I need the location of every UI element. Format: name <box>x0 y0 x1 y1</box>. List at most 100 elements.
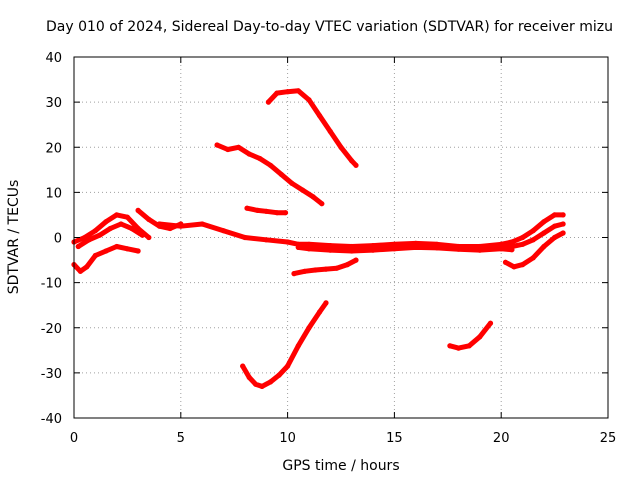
data-point <box>246 374 252 380</box>
data-point <box>327 128 333 135</box>
data-point <box>317 309 323 315</box>
data-point <box>86 237 92 243</box>
data-point <box>323 266 329 272</box>
data-point <box>278 171 284 177</box>
y-tick-label: 30 <box>45 96 62 111</box>
data-point <box>267 162 274 168</box>
data-point <box>511 264 517 270</box>
series-layer <box>71 88 566 389</box>
data-point <box>240 363 246 369</box>
data-point <box>349 243 355 250</box>
data-point <box>560 212 566 218</box>
data-point <box>220 228 227 234</box>
data-point <box>413 244 419 250</box>
data-point <box>282 210 289 216</box>
data-point <box>370 247 376 253</box>
data-point <box>135 207 141 213</box>
data-point <box>257 155 263 162</box>
y-axis-label: SDTVAR / TECUs <box>6 180 22 295</box>
data-point <box>509 243 515 250</box>
data-point <box>498 241 504 247</box>
data-point <box>84 264 90 270</box>
data-point <box>391 246 397 252</box>
data-point <box>199 221 205 227</box>
data-point <box>97 232 103 238</box>
data-point <box>139 232 145 238</box>
data-point <box>338 144 344 150</box>
data-point <box>317 113 323 119</box>
data-point <box>319 201 325 207</box>
data-point <box>334 265 340 271</box>
data-point <box>306 246 312 252</box>
data-point <box>146 234 152 241</box>
data-point <box>92 252 98 259</box>
data-point <box>509 239 515 245</box>
data-point <box>167 225 173 232</box>
data-point <box>146 216 152 222</box>
data-point <box>455 246 462 252</box>
data-point <box>552 234 558 241</box>
data-point <box>353 257 359 263</box>
y-tick-label: -10 <box>41 277 62 292</box>
data-point <box>502 259 509 265</box>
data-point <box>124 246 130 252</box>
data-point <box>541 230 547 236</box>
data-point <box>560 221 566 227</box>
x-tick-label: 25 <box>600 431 617 446</box>
data-point <box>477 334 483 340</box>
series-arc-33 <box>265 88 359 168</box>
data-point <box>310 194 316 200</box>
y-tick-label: 0 <box>54 232 62 247</box>
x-axis-label: GPS time / hours <box>282 458 399 474</box>
data-point <box>295 244 301 250</box>
data-point <box>520 241 526 247</box>
data-point <box>274 210 280 216</box>
data-point <box>244 205 250 211</box>
data-point <box>103 248 109 254</box>
data-point <box>289 180 295 186</box>
series-arc-minus-32 <box>240 300 329 389</box>
data-point <box>552 212 558 218</box>
x-tick-label: 5 <box>177 431 185 446</box>
data-point <box>276 372 282 378</box>
data-point <box>285 89 291 95</box>
data-point <box>75 243 81 250</box>
y-tick-label: -40 <box>41 412 62 427</box>
tick-label-layer: 0 5 10 15 20 25 -40 -30 -20 -10 0 10 20 30 40 <box>41 51 617 446</box>
data-point <box>285 363 291 369</box>
data-point <box>434 245 440 251</box>
x-tick-label: 15 <box>386 431 403 446</box>
data-point <box>107 225 113 232</box>
data-point <box>560 230 566 236</box>
data-point <box>370 243 376 249</box>
data-point <box>156 223 162 229</box>
data-point <box>455 345 462 351</box>
data-point <box>103 219 109 225</box>
data-point <box>77 268 83 274</box>
data-point <box>447 343 453 349</box>
data-point <box>295 88 301 94</box>
grid-layer <box>74 57 608 418</box>
data-point <box>349 248 355 254</box>
data-point <box>225 146 231 153</box>
data-point <box>300 187 306 193</box>
y-tick-label: 40 <box>45 51 62 66</box>
data-point <box>312 267 318 273</box>
data-point <box>267 379 274 385</box>
data-point <box>253 381 259 387</box>
data-point <box>487 320 494 326</box>
data-point <box>349 158 355 164</box>
y-tick-label: -30 <box>41 367 62 382</box>
data-point <box>263 237 269 243</box>
y-tick-label: -20 <box>41 322 62 337</box>
data-point <box>274 90 280 96</box>
data-point <box>353 162 359 168</box>
x-tick-label: 10 <box>279 431 296 446</box>
data-point <box>135 248 141 254</box>
data-point <box>263 208 269 214</box>
data-point <box>466 343 472 349</box>
data-point <box>285 239 291 245</box>
data-point <box>291 271 297 277</box>
y-tick-label: 10 <box>45 186 62 201</box>
series-central-band <box>156 221 515 249</box>
